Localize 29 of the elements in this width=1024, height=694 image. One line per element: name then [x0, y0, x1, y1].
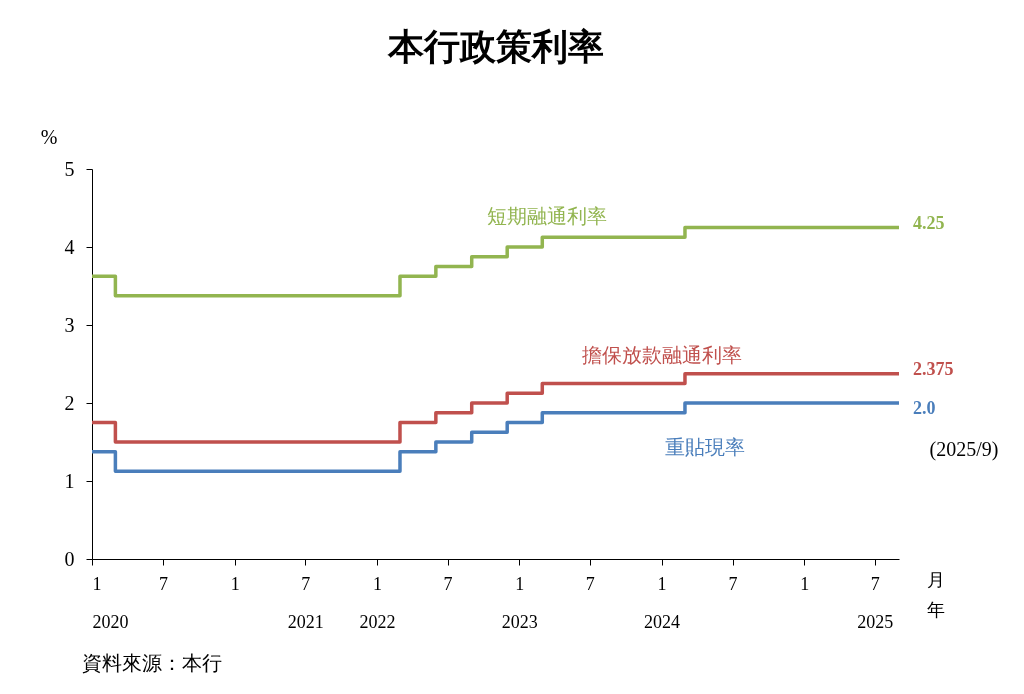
x-tick-label: 1 2023 [501, 573, 538, 632]
x-tick-label: 7 2021 [287, 573, 324, 632]
y-tick-label: 1 [64, 469, 75, 492]
data-label: 2.0 [913, 398, 936, 418]
x-tick-label: 1 [230, 573, 240, 594]
series-label: 短期融通利率 [487, 205, 608, 227]
data-label: 2.375 [913, 358, 954, 379]
y-tick-label: 2 [64, 391, 75, 414]
x-tick-label: 1 2022 [359, 573, 396, 632]
y-axis-title: % [40, 125, 58, 148]
x-tick-label: 7 [585, 573, 595, 594]
x-tick-label: 1 2020 [92, 573, 129, 632]
x-tick-label: 1 [800, 573, 810, 594]
y-tick-label: 4 [64, 235, 75, 258]
x-tick-label: 1 2024 [644, 573, 681, 632]
source-note: 資料來源：本行 [82, 652, 222, 674]
x-tick-label: 7 [728, 573, 738, 594]
x-axis-title: 月年 [926, 569, 945, 620]
y-tick-label: 5 [64, 157, 75, 180]
y-tick-label: 3 [64, 313, 75, 336]
x-tick-label: 7 2025 [857, 573, 894, 632]
y-tick-label: 0 [64, 547, 75, 570]
x-tick-label: 7 [158, 573, 168, 594]
series-label: 擔保放款融通利率 [582, 343, 743, 366]
data-label: 4.25 [913, 212, 945, 233]
series-label: 重貼現率 [664, 436, 745, 458]
text: (2025/9) [929, 437, 999, 461]
x-tick-label: 7 [443, 573, 453, 594]
chart-title: 本行政策利率 [386, 27, 604, 67]
